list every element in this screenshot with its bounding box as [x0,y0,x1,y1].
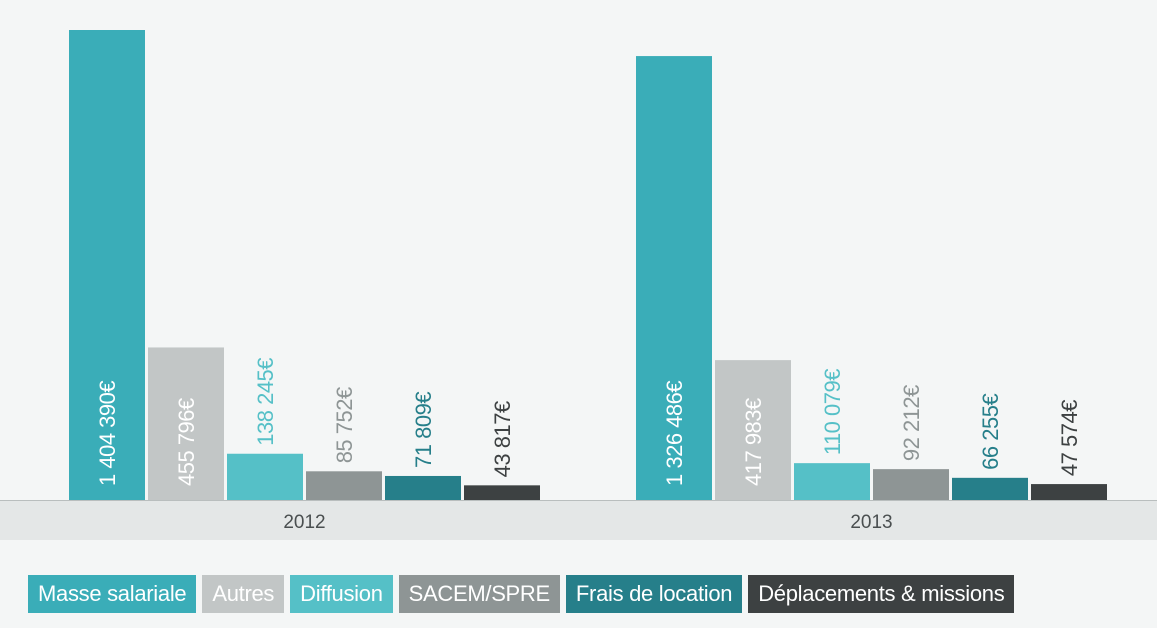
data-label: 85 752€ [332,387,357,463]
bar [794,463,870,500]
data-label: 138 245€ [253,358,278,446]
data-label: 1 404 390€ [95,381,120,486]
bar [464,485,540,500]
data-label: 455 796€ [174,398,199,486]
legend-item: Masse salariale [28,575,197,613]
bar [1031,484,1107,500]
bar-chart: 1 404 390€ 455 796€ 138 245€ 85 752€ 71 809€… [0,30,1157,540]
data-label: 71 809€ [411,392,436,468]
data-label: 43 817€ [490,401,515,477]
bar [227,453,303,500]
data-label: 47 574€ [1057,400,1082,476]
bar [715,360,791,500]
bar [306,471,382,500]
bar [385,475,461,500]
legend-item: Frais de location [565,575,743,613]
bar [636,56,712,501]
bar [148,347,224,500]
data-label: 417 983€ [741,398,766,486]
x-tick-label: 2013 [850,512,892,533]
x-axis-band [0,500,1157,540]
legend-item: Diffusion [290,575,393,613]
data-label: 92 212€ [899,385,924,461]
data-label: 110 079€ [820,369,845,455]
bar [952,477,1028,500]
legend-item: SACEM/SPRE [398,575,560,613]
x-tick-label: 2012 [283,512,325,533]
bar [69,30,145,500]
data-label: 66 255€ [978,394,1003,470]
legend-item: Déplacements & missions [748,575,1015,613]
bar [873,469,949,500]
data-label: 1 326 486€ [662,381,687,486]
legend-item: Autres [202,575,285,613]
chart-svg: 1 404 390€ 455 796€ 138 245€ 85 752€ 71 809€… [0,30,1157,540]
chart-legend: Masse salariale Autres Diffusion SACEM/SPRE… [28,575,1015,613]
